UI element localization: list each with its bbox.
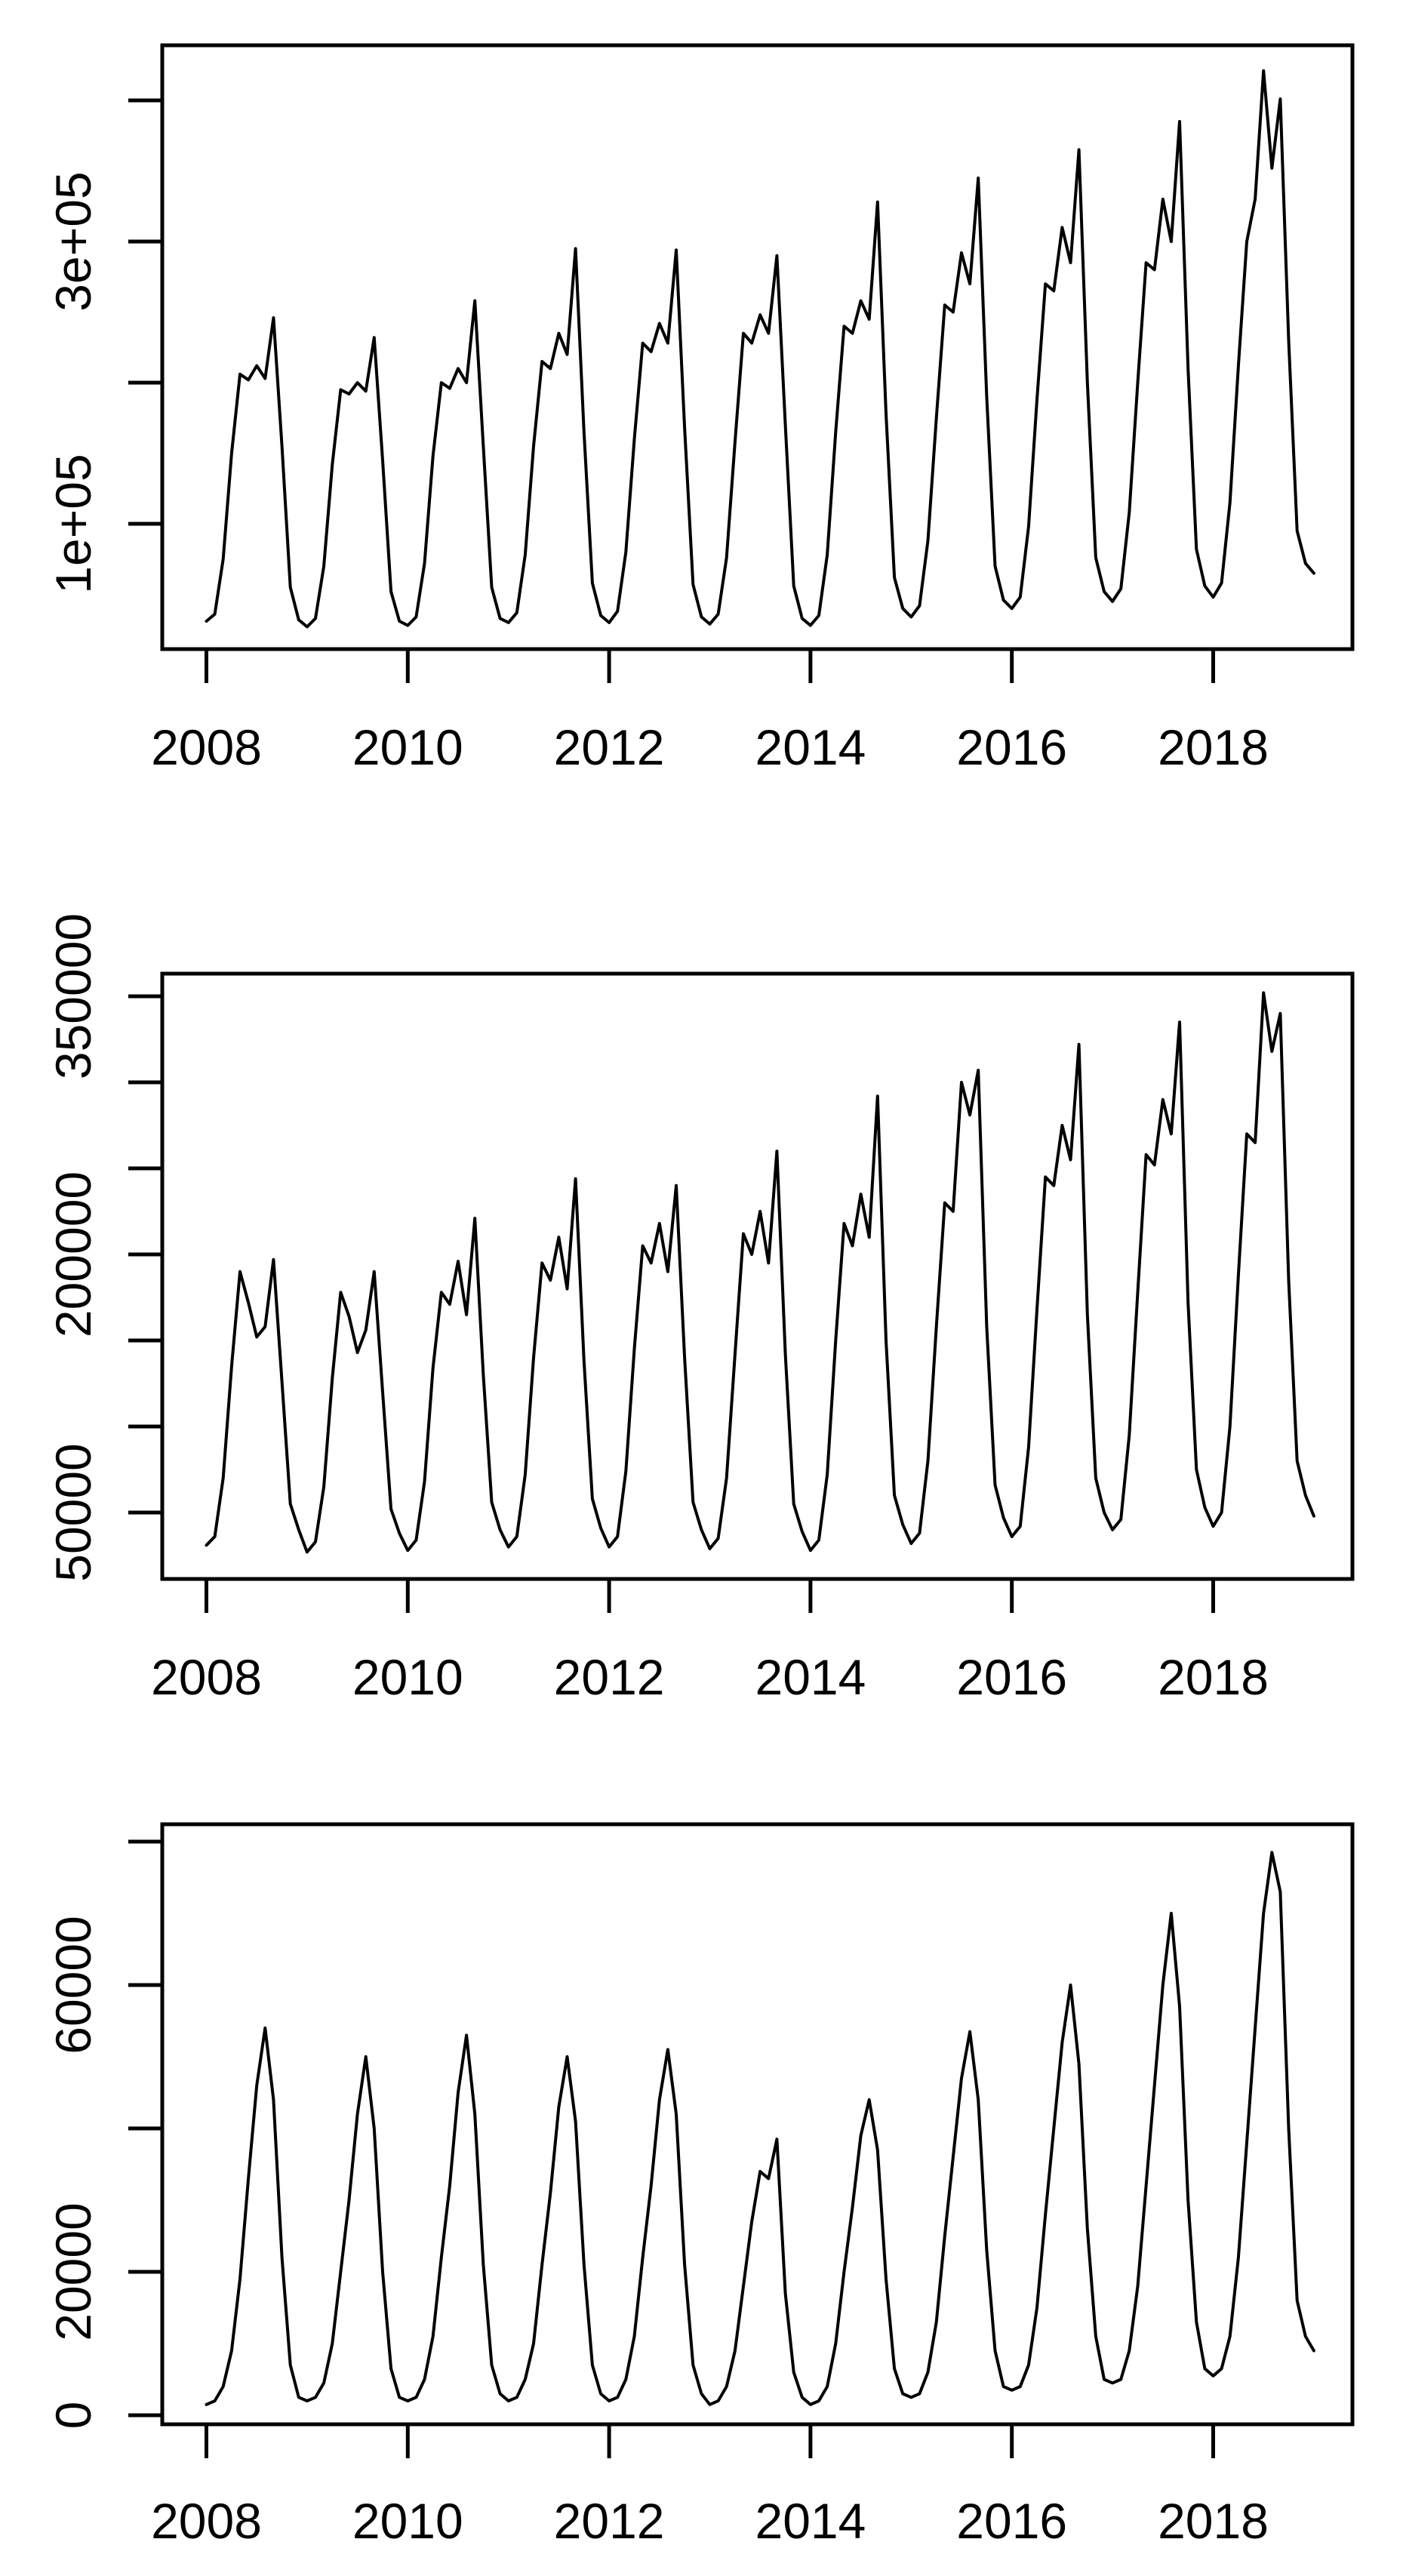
- plot-box: [160, 971, 1355, 1581]
- y-axis-tick-label: 3e+05: [45, 171, 101, 311]
- time-series-plot-bottom-canvas: 0 20000 60000 2008 2010 2012 2014 2016 2018: [45, 1822, 1355, 2549]
- y-axis-tick-label: 200000: [45, 1171, 101, 1337]
- x-axis-tick-label: 2010: [352, 2493, 463, 2549]
- x-axis-tick-label: 2012: [554, 1649, 665, 1705]
- x-axis-tick-label: 2012: [554, 719, 665, 775]
- x-axis-tick-label: 2012: [554, 2493, 665, 2549]
- x-axis-tick-label: 2008: [151, 2493, 262, 2549]
- x-axis-tick-label: 2008: [151, 719, 262, 775]
- y-axis-tick-label: 60000: [45, 1916, 101, 2054]
- time-series-plot-middle-canvas: 50000 200000 350000 2008 2010 2012 2014 2016 201…: [45, 913, 1355, 1705]
- time-series-line: [205, 69, 1315, 629]
- time-series-plot-top: 1e+05 3e+05 2008 2010 2012 2014 2016 2018: [0, 0, 1403, 859]
- x-axis-tick-label: 2010: [352, 1649, 463, 1705]
- x-axis-tick-label: 2018: [1158, 719, 1269, 775]
- x-axis-tick-label: 2014: [755, 719, 866, 775]
- time-series-line: [205, 991, 1315, 1554]
- y-axis-tick-label: 350000: [45, 913, 101, 1079]
- time-series-plot-middle: 50000 200000 350000 2008 2010 2012 2014 2016 201…: [0, 859, 1403, 1728]
- x-axis-tick-label: 2016: [956, 719, 1067, 775]
- x-axis-tick-label: 2016: [956, 1649, 1067, 1705]
- time-series-plot-bottom: 0 20000 60000 2008 2010 2012 2014 2016 2018: [0, 1728, 1403, 2576]
- plot-box: [160, 43, 1355, 651]
- x-axis-tick-label: 2018: [1158, 1649, 1269, 1705]
- x-axis-tick-label: 2010: [352, 719, 463, 775]
- y-axis-tick-label: 1e+05: [45, 454, 101, 593]
- x-axis-tick-label: 2008: [151, 1649, 262, 1705]
- y-axis-tick-label: 50000: [45, 1443, 101, 1582]
- time-series-plot-top-canvas: 1e+05 3e+05 2008 2010 2012 2014 2016 2018: [45, 43, 1355, 775]
- y-axis-tick-label: 20000: [45, 2202, 101, 2341]
- plot-box: [160, 1822, 1355, 2427]
- x-axis-tick-label: 2014: [755, 1649, 866, 1705]
- y-axis-tick-label: 0: [45, 2402, 101, 2430]
- x-axis-tick-label: 2018: [1158, 2493, 1269, 2549]
- x-axis-tick-label: 2016: [956, 2493, 1067, 2549]
- time-series-line: [205, 1851, 1315, 2406]
- x-axis-tick-label: 2014: [755, 2493, 866, 2549]
